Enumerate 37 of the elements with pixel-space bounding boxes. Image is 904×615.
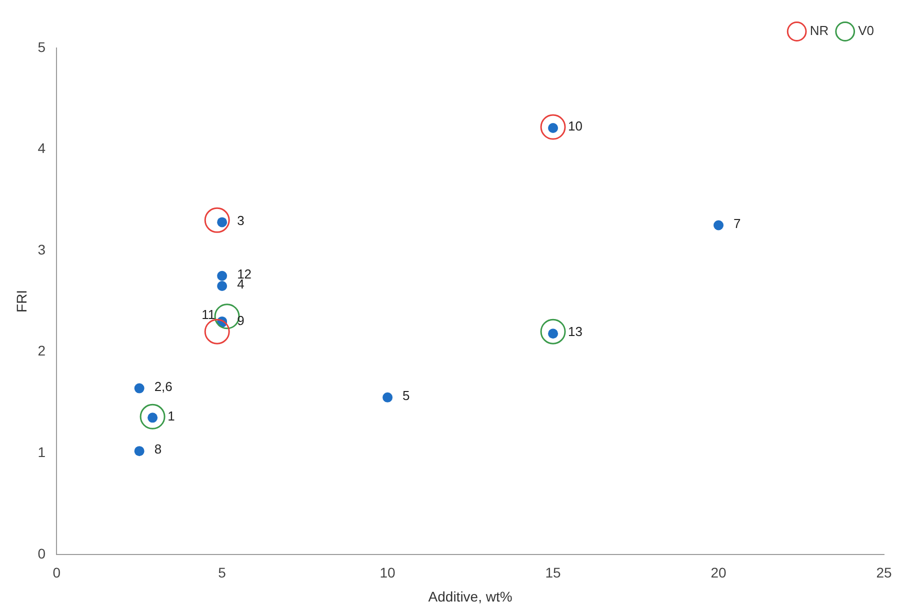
y-tick-label: 3	[38, 241, 46, 258]
annotation: 1	[168, 408, 175, 424]
point	[204, 318, 230, 344]
legend-label: NR	[810, 23, 829, 38]
y-axis-title: FRI	[13, 290, 30, 312]
annotation: 3	[237, 212, 244, 228]
y-tick-label: 2	[38, 342, 46, 359]
point	[714, 220, 724, 230]
y-tick-label: 5	[38, 38, 46, 55]
x-tick-label: 10	[380, 564, 396, 581]
point	[134, 383, 144, 394]
annotation: 13	[568, 324, 583, 340]
point	[140, 404, 166, 430]
point	[540, 114, 566, 140]
annotation: 8	[154, 442, 162, 457]
annotation: 7	[734, 216, 741, 231]
annotation: 11	[202, 307, 216, 322]
annotation: 2,6	[154, 378, 172, 394]
point	[217, 281, 228, 292]
point	[382, 392, 393, 402]
point	[134, 446, 144, 456]
annotation: 5	[402, 388, 410, 403]
point	[204, 207, 230, 233]
point	[217, 270, 228, 281]
x-tick-label: 5	[218, 564, 226, 581]
y-tick-label: 4	[38, 140, 46, 156]
x-tick-label: 20	[710, 564, 727, 581]
x-tick-label: 15	[545, 564, 562, 581]
point	[540, 318, 566, 344]
x-axis-title: Additive, wt%	[428, 588, 512, 604]
annotation: 10	[568, 118, 583, 134]
x-tick-label: 25	[876, 564, 892, 581]
x-tick-label: 0	[52, 564, 61, 581]
annotation: 9	[237, 313, 244, 328]
y-tick-label: 1	[38, 444, 46, 460]
legend-label: V0	[858, 23, 874, 38]
y-tick-label: 0	[38, 545, 46, 562]
